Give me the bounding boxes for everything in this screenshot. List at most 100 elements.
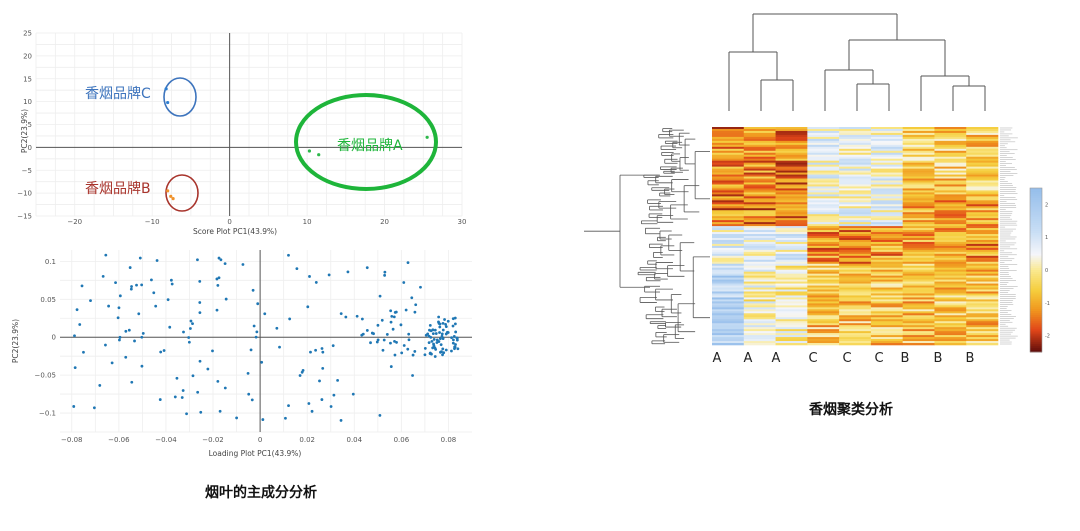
loading-point (166, 298, 170, 302)
colorbar-border (1029, 187, 1043, 353)
colorbar-segment (1030, 239, 1042, 242)
heatmap-cell (775, 319, 808, 322)
heatmap-cell (712, 329, 745, 332)
loading-point (365, 266, 369, 270)
heatmap-cell (870, 319, 903, 322)
loading-point (423, 347, 427, 350)
heatmap-cell (966, 142, 999, 146)
heatmap-cell (966, 206, 999, 209)
heatmap-cell (966, 166, 999, 169)
heatmap-cell (966, 273, 999, 276)
heatmap-cell (743, 216, 776, 219)
heatmap-cell (807, 249, 840, 253)
loading-point (241, 263, 245, 266)
heatmap-cell (902, 253, 935, 257)
loading-point (127, 328, 131, 332)
heatmap-cell (712, 200, 745, 203)
loading-point (199, 410, 203, 414)
heatmap-cell (743, 335, 776, 338)
heatmap-cell (807, 293, 840, 296)
heatmap-cell (870, 255, 903, 259)
heatmap-cell (870, 196, 903, 199)
heatmap-cell (902, 341, 935, 344)
heatmap-cell (807, 275, 840, 278)
heatmap-cell (839, 184, 872, 187)
heatmap-cell (870, 253, 903, 257)
heatmap-cell (743, 321, 776, 324)
heatmap-cell (712, 299, 745, 302)
heatmap-cell (743, 303, 776, 306)
heatmap-cell (966, 331, 999, 334)
heatmap-cell (839, 259, 872, 263)
heatmap-cell (775, 127, 808, 130)
heatmap-cell (966, 237, 999, 241)
pca-caption: 烟叶的主成分分析 (205, 485, 317, 501)
heatmap-cell (807, 228, 840, 231)
heatmap-cell (743, 146, 776, 150)
loading-point (219, 258, 223, 262)
heatmap-cell (743, 253, 776, 257)
heatmap-cell (902, 255, 935, 259)
heatmap-cell (807, 329, 840, 332)
heatmap-cell (712, 140, 745, 144)
heatmap-cell (775, 130, 808, 134)
heatmap-cell (839, 230, 872, 233)
heatmap-cell (839, 247, 872, 251)
heatmap-cell (966, 285, 999, 288)
heatmap-cell (870, 263, 903, 267)
heatmap-cell (902, 214, 935, 217)
loading-point (406, 261, 410, 264)
heatmap-cell (966, 210, 999, 213)
loading-point (124, 329, 128, 333)
loading-point (410, 296, 414, 300)
loading-point (314, 348, 317, 352)
heatmap-cell (870, 257, 903, 261)
heatmap-cell (712, 202, 745, 205)
heatmap-cell (902, 273, 935, 276)
heatmap-cell (902, 196, 935, 199)
heatmap-cell (934, 144, 967, 148)
heatmap-cell (966, 291, 999, 294)
heatmap-cell (775, 265, 808, 269)
heatmap-cell (934, 128, 967, 132)
loading-point (185, 412, 188, 416)
loading-point (446, 319, 450, 323)
heatmap-cell (902, 335, 935, 338)
heatmap-cell (934, 317, 967, 320)
heatmap-cell (902, 269, 935, 272)
heatmap-cell (966, 224, 999, 227)
heatmap-cell (966, 307, 999, 310)
heatmap-cell (966, 127, 999, 130)
heatmap-cell (966, 230, 999, 233)
heatmap-cell (807, 226, 840, 229)
heatmap-cell (839, 269, 872, 272)
brand-a-label: 香烟品牌A (337, 137, 403, 154)
heatmap-cell (807, 136, 840, 140)
heatmap-cell (839, 152, 872, 156)
heatmap-cell (966, 204, 999, 207)
loading-point (390, 314, 394, 318)
x-tick-label: 30 (458, 218, 467, 226)
score-point (317, 153, 321, 157)
heatmap-cell (934, 208, 967, 211)
loading-point (450, 349, 453, 353)
heatmap-cell (966, 194, 999, 197)
heatmap-cell (712, 273, 745, 276)
loading-point (451, 341, 455, 345)
loading-x-axis-label: Loading Plot PC1(43.9%) (209, 449, 302, 458)
heatmap-cell (712, 190, 745, 193)
heatmap-cell (902, 166, 935, 169)
heatmap-cell (743, 289, 776, 292)
colorbar-segment (1030, 247, 1042, 250)
column-label: B (901, 351, 910, 366)
heatmap-cell (807, 305, 840, 308)
loading-point (441, 347, 445, 351)
heatmap-cell (712, 283, 745, 286)
heatmap-cell (743, 172, 776, 175)
heatmap-cell (712, 156, 745, 160)
heatmap-cell (743, 337, 776, 340)
heatmap-cell (870, 127, 903, 130)
heatmap-cell (807, 245, 840, 249)
heatmap-cell (966, 299, 999, 302)
heatmap-cell (966, 269, 999, 272)
